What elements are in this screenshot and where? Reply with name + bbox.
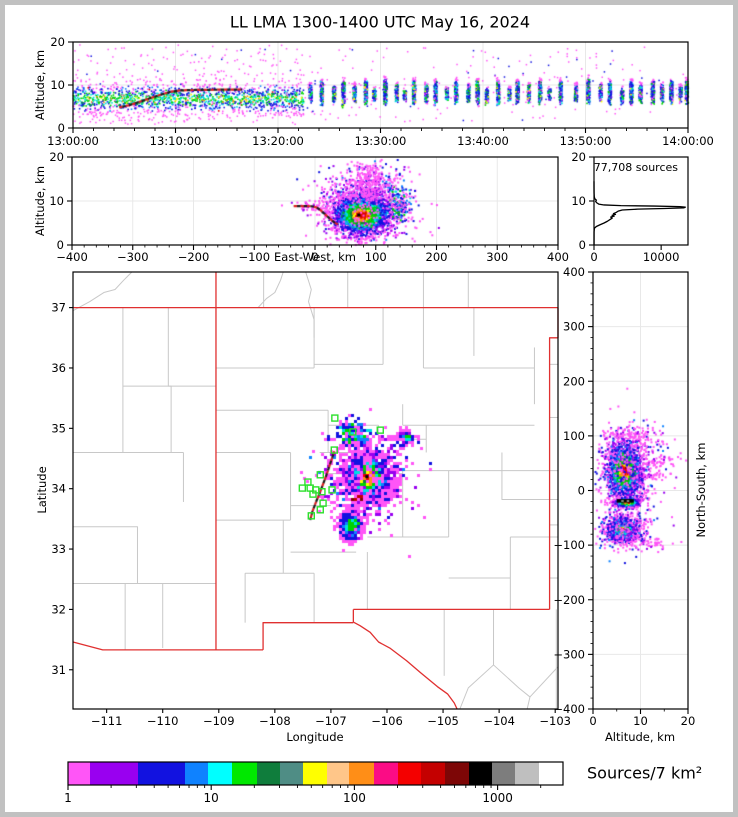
colorbar-label: Sources/7 km² bbox=[587, 763, 703, 783]
svg-text:−400: −400 bbox=[553, 702, 585, 716]
svg-text:20: 20 bbox=[571, 150, 586, 164]
svg-text:13:50:00: 13:50:00 bbox=[560, 134, 612, 148]
svg-text:−100: −100 bbox=[238, 250, 270, 264]
svg-text:−300: −300 bbox=[553, 647, 585, 661]
figure-title: LL LMA 1300-1400 UTC May 16, 2024 bbox=[229, 12, 531, 32]
east-west-xlabel: East-West, km bbox=[274, 250, 356, 264]
svg-text:400: 400 bbox=[563, 265, 585, 279]
time-height-ylabel: Altitude, km bbox=[33, 49, 47, 121]
svg-text:100: 100 bbox=[365, 250, 387, 264]
svg-text:100: 100 bbox=[343, 791, 366, 805]
svg-text:0: 0 bbox=[590, 250, 597, 264]
svg-text:13:20:00: 13:20:00 bbox=[252, 134, 304, 148]
svg-text:10000: 10000 bbox=[643, 250, 680, 264]
svg-text:20: 20 bbox=[681, 714, 696, 728]
svg-text:20: 20 bbox=[50, 35, 65, 49]
svg-text:−200: −200 bbox=[178, 250, 210, 264]
map-ylabel: Latitude bbox=[35, 466, 49, 514]
svg-text:0: 0 bbox=[589, 714, 596, 728]
svg-text:32: 32 bbox=[51, 602, 66, 616]
svg-text:−110: −110 bbox=[147, 714, 179, 728]
east-west-ylabel: Altitude, km bbox=[33, 165, 47, 237]
svg-text:1: 1 bbox=[64, 791, 72, 805]
svg-text:0: 0 bbox=[579, 238, 586, 252]
svg-text:300: 300 bbox=[563, 320, 585, 334]
svg-text:10: 10 bbox=[49, 194, 64, 208]
svg-text:33: 33 bbox=[51, 542, 66, 556]
svg-text:20: 20 bbox=[49, 150, 64, 164]
north-south-xlabel: Altitude, km bbox=[604, 730, 676, 744]
svg-text:36: 36 bbox=[51, 361, 66, 375]
svg-text:35: 35 bbox=[51, 421, 66, 435]
svg-text:−300: −300 bbox=[117, 250, 149, 264]
svg-text:13:10:00: 13:10:00 bbox=[150, 134, 202, 148]
svg-text:0: 0 bbox=[578, 484, 585, 498]
svg-text:1000: 1000 bbox=[482, 791, 513, 805]
svg-text:13:30:00: 13:30:00 bbox=[355, 134, 407, 148]
svg-text:0: 0 bbox=[58, 121, 65, 135]
svg-text:0: 0 bbox=[311, 250, 318, 264]
map-xlabel: Longitude bbox=[286, 730, 344, 744]
svg-text:10: 10 bbox=[204, 791, 219, 805]
svg-text:400: 400 bbox=[547, 250, 569, 264]
svg-text:−108: −108 bbox=[259, 714, 291, 728]
svg-text:10: 10 bbox=[633, 714, 648, 728]
svg-text:−400: −400 bbox=[56, 250, 88, 264]
svg-text:0: 0 bbox=[57, 238, 64, 252]
svg-text:14:00:00: 14:00:00 bbox=[662, 134, 714, 148]
svg-text:−106: −106 bbox=[371, 714, 403, 728]
svg-text:10: 10 bbox=[571, 194, 586, 208]
svg-text:100: 100 bbox=[563, 429, 585, 443]
svg-text:−100: −100 bbox=[553, 538, 585, 552]
svg-text:−103: −103 bbox=[539, 714, 571, 728]
source-count-annotation: 77,708 sources bbox=[593, 161, 678, 174]
svg-text:34: 34 bbox=[51, 482, 66, 496]
svg-text:13:40:00: 13:40:00 bbox=[457, 134, 509, 148]
svg-text:−105: −105 bbox=[427, 714, 459, 728]
svg-text:37: 37 bbox=[51, 301, 66, 315]
svg-text:−200: −200 bbox=[553, 593, 585, 607]
svg-text:13:00:00: 13:00:00 bbox=[47, 134, 99, 148]
north-south-ylabel: North-South, km bbox=[694, 442, 708, 538]
svg-text:10: 10 bbox=[50, 78, 65, 92]
svg-text:300: 300 bbox=[486, 250, 508, 264]
svg-text:200: 200 bbox=[426, 250, 448, 264]
svg-text:200: 200 bbox=[563, 374, 585, 388]
svg-text:31: 31 bbox=[51, 663, 66, 677]
svg-text:−109: −109 bbox=[203, 714, 235, 728]
svg-text:−107: −107 bbox=[315, 714, 347, 728]
svg-text:−111: −111 bbox=[91, 714, 123, 728]
svg-text:−104: −104 bbox=[483, 714, 515, 728]
